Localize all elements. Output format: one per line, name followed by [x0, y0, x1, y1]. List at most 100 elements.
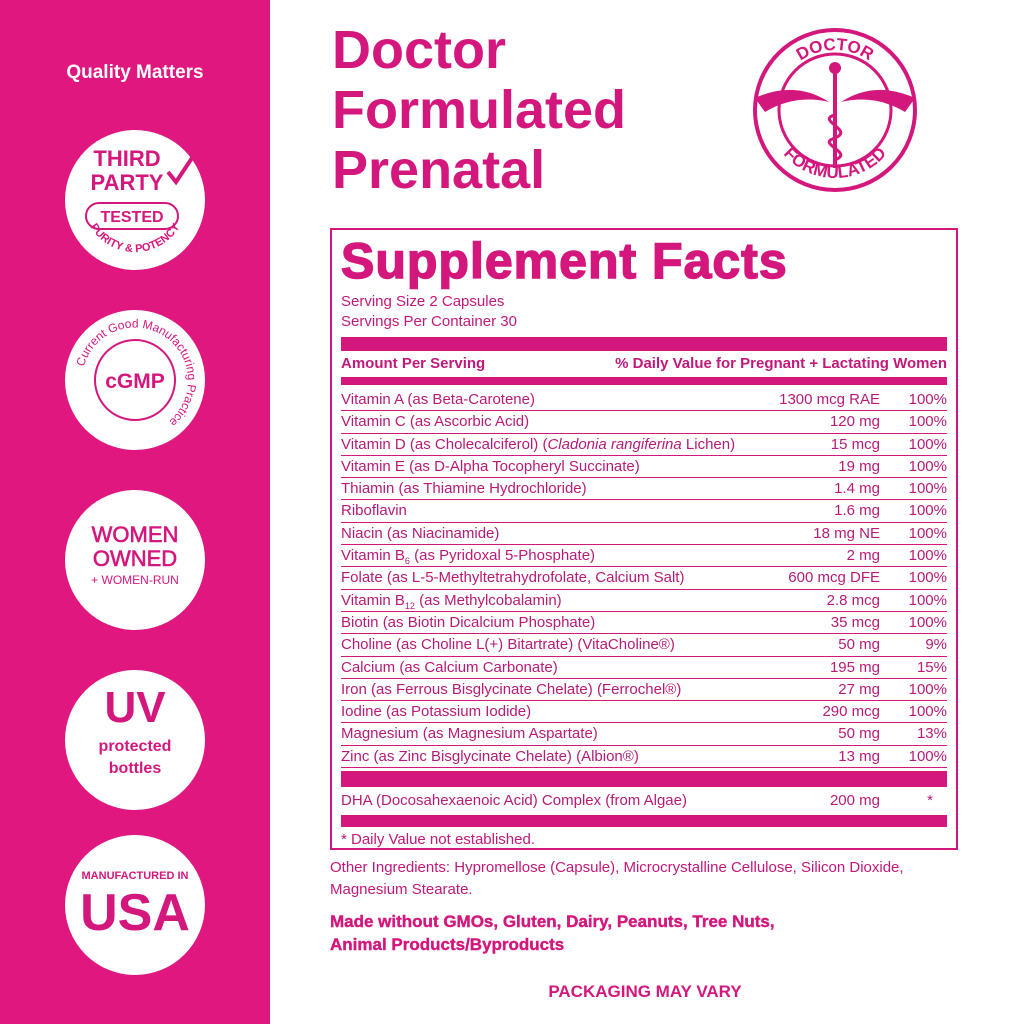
nutrient-text: Vitamin B — [341, 547, 405, 565]
subscript: 12 — [404, 600, 415, 611]
amount: 1.4 mg — [834, 480, 880, 498]
free-from-line: Animal Products/Byproducts — [330, 935, 565, 954]
amount: 1300 mcg RAE — [779, 391, 880, 408]
amount: 2.8 mcg — [826, 591, 880, 609]
title-line: Prenatal — [332, 140, 546, 200]
amount: 290 mcg — [822, 703, 880, 721]
nutrient: Zinc (as Zinc Bisglycinate Chelate) (Alb… — [341, 746, 740, 767]
nutrient: Biotin (as Biotin Dicalcium Phosphate) — [341, 612, 740, 633]
amount: 50 mg — [838, 725, 880, 743]
daily-value: 100% — [908, 480, 947, 498]
nutrient-row: Folate (as L-5-Methyltetrahydrofolate, C… — [341, 567, 947, 590]
daily-value: 100% — [908, 391, 947, 408]
badge-text: OWNED — [93, 546, 177, 571]
nutrient-text: Vitamin C (as Ascorbic Acid) — [341, 413, 530, 431]
nutrient-text: Niacin (as Niacinamide) — [341, 524, 500, 542]
amount: 19 mg — [838, 457, 880, 475]
nutrient: Vitamin E (as D-Alpha Tocopheryl Succina… — [341, 456, 740, 477]
nutrient-text: Choline (as Choline L(+) Bitartrate) (Vi… — [341, 636, 675, 654]
badge-text: THIRD — [93, 146, 160, 171]
nutrient-row: Zinc (as Zinc Bisglycinate Chelate) (Alb… — [341, 746, 947, 769]
nutrient-row: Magnesium (as Magnesium Aspartate) 50 mg 1… — [341, 723, 947, 746]
daily-value: 100% — [908, 413, 947, 431]
daily-value: 100% — [908, 524, 947, 542]
amount: 1.6 mg — [834, 502, 880, 520]
other-ingredients: Other Ingredients: Hypromellose (Capsule… — [330, 859, 904, 898]
nutrient-row: Choline (as Choline L(+) Bitartrate) (Vi… — [341, 634, 947, 657]
nutrient-text: Calcium (as Calcium Carbonate) — [341, 658, 558, 676]
badge-text: MANUFACTURED IN — [82, 870, 189, 882]
nutrient-row: Niacin (as Niacinamide) 18 mg NE 100% — [341, 523, 947, 546]
badge-text: USA — [80, 884, 190, 942]
nutrient-row: Vitamin B12 (as Methylcobalamin) 2.8 mcg 1… — [341, 590, 947, 612]
daily-value: 100% — [908, 435, 947, 453]
italic-text: Cladonia rangiferina — [547, 435, 682, 453]
daily-value: 9% — [925, 636, 947, 654]
nutrient-row: Riboflavin 1.6 mg 100% — [341, 500, 947, 523]
nutrient: Magnesium (as Magnesium Aspartate) — [341, 723, 740, 744]
nutrient-text: (as Methylcobalamin) — [414, 591, 562, 609]
amount: 15 mcg — [830, 435, 880, 453]
daily-value: 100% — [908, 591, 947, 609]
nutrient-text: Magnesium (as Magnesium Aspartate) — [341, 725, 598, 743]
column-label: % Daily Value for Pregnant + Lactating W… — [615, 355, 947, 372]
badge: Current Good Manufacturing Practice cGMP — [65, 310, 205, 450]
seal: DOCTOR FORMULATED — [753, 28, 917, 192]
amount: 200 mg — [829, 792, 880, 810]
badge-text: bottles — [109, 760, 162, 777]
daily-value: 100% — [908, 680, 947, 698]
daily-value: 100% — [908, 703, 947, 721]
sidebar-title: Quality Matters — [66, 62, 203, 83]
footnote: * Daily Value not established. — [341, 831, 536, 849]
nutrient: Iron (as Ferrous Bisglycinate Chelate) (… — [341, 679, 740, 700]
badge-text: PARTY — [91, 170, 164, 195]
badge: WOMEN OWNED + WOMEN-RUN — [65, 490, 205, 630]
nutrient: Vitamin D (as Cholecalciferol) (Cladonia… — [341, 434, 740, 455]
nutrient-row: Thiamin (as Thiamine Hydrochloride) 1.4 m… — [341, 478, 947, 501]
nutrient-row: Vitamin A (as Beta-Carotene) 1300 mcg RAE… — [341, 389, 947, 412]
daily-value: 100% — [908, 747, 947, 765]
title-line: Doctor — [332, 20, 506, 80]
daily-value: 15% — [916, 658, 947, 676]
badge: THIRD PARTY TESTED PURITY & POTENCY — [65, 130, 205, 270]
badge-text: cGMP — [105, 370, 165, 393]
amount: 2 mg — [846, 547, 880, 565]
nutrient-text: Lichen) — [681, 435, 736, 453]
nutrient-text: Biotin (as Biotin Dicalcium Phosphate) — [341, 613, 596, 631]
nutrient: Niacin (as Niacinamide) — [341, 523, 740, 544]
nutrient-text: Vitamin A (as Beta-Carotene) — [341, 391, 535, 408]
divider — [341, 771, 947, 788]
sidebar: Quality Matters THIRD PARTY TESTED PURIT… — [0, 0, 270, 1024]
servings: Servings Per Container 30 — [341, 313, 517, 330]
supplement-facts: Supplement Facts Serving Size 2 Capsules… — [330, 228, 958, 850]
nutrient-text: Zinc (as Zinc Bisglycinate Chelate) (Alb… — [341, 747, 639, 765]
nutrient-row: Biotin (as Biotin Dicalcium Phosphate) 35… — [341, 612, 947, 635]
divider — [341, 337, 947, 351]
nutrient: Choline (as Choline L(+) Bitartrate) (Vi… — [341, 634, 740, 655]
column-label: Amount Per Serving — [341, 355, 486, 372]
amount: 195 mg — [829, 658, 880, 676]
nutrient-text: Vitamin E (as D-Alpha Tocopheryl Succina… — [341, 457, 640, 475]
nutrient-row: Iron (as Ferrous Bisglycinate Chelate) (… — [341, 679, 947, 702]
amount: 27 mg — [838, 680, 880, 698]
facts-title: Supplement Facts — [340, 232, 788, 290]
nutrient: Riboflavin — [341, 500, 740, 521]
nutrient-text: Riboflavin — [341, 502, 407, 520]
nutrient-row: Iodine (as Potassium Iodide) 290 mcg 100% — [341, 701, 947, 724]
daily-value: 13% — [916, 725, 947, 743]
subscript: 6 — [404, 556, 410, 567]
nutrient-text: Thiamin (as Thiamine Hydrochloride) — [341, 480, 587, 498]
dha-row: DHA (Docosahexaenoic Acid) Complex (from… — [341, 790, 947, 812]
product-title: Doctor Formulated Prenatal — [332, 20, 626, 200]
daily-value: * — [927, 792, 933, 810]
amount: 13 mg — [838, 747, 880, 765]
badge: UV protected bottles — [65, 670, 205, 810]
nutrient-row: Calcium (as Calcium Carbonate) 195 mg 15% — [341, 657, 947, 679]
badge: MANUFACTURED IN USA — [65, 835, 205, 975]
daily-value: 100% — [908, 502, 947, 520]
badge-text: TESTED — [100, 209, 163, 226]
badge-text: WOMEN — [92, 522, 179, 547]
badge-text: + WOMEN-RUN — [91, 573, 179, 587]
daily-value: 100% — [908, 569, 947, 587]
nutrient-text: Iodine (as Potassium Iodide) — [341, 703, 532, 721]
